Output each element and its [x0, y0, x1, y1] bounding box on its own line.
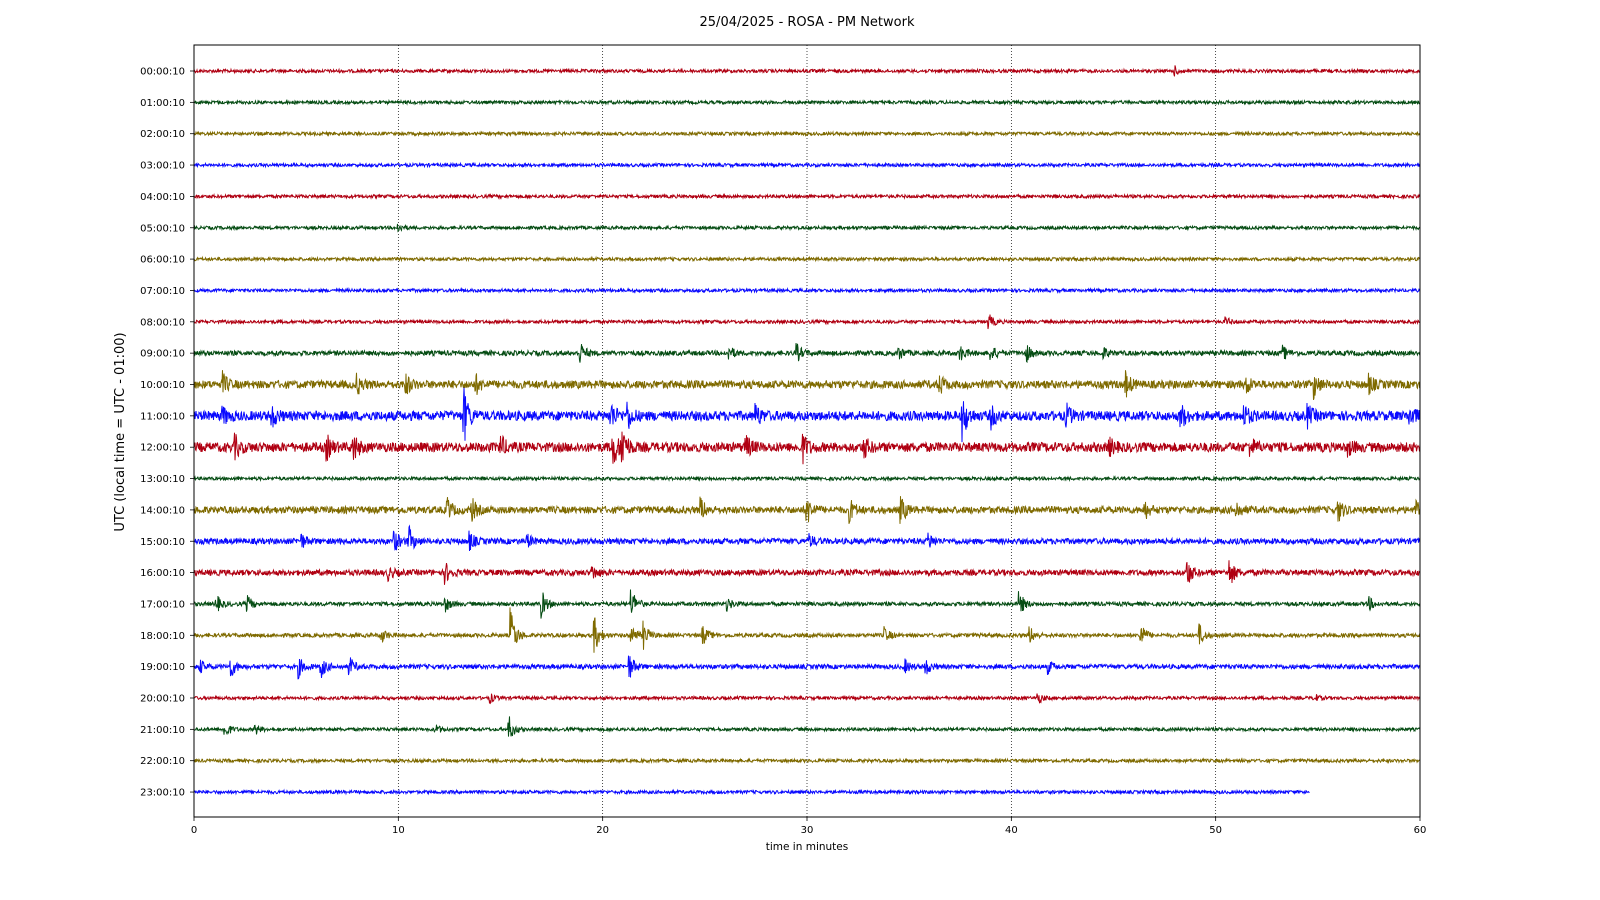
trace-210010 [193, 716, 1421, 737]
x-tick-label: 0 [191, 825, 197, 836]
y-tick-label: 01:00:10 [140, 98, 185, 109]
x-tick-labels: 0 10 20 30 40 50 60 [191, 817, 1427, 836]
trace-190010 [193, 655, 1420, 680]
x-tick-label: 40 [1005, 825, 1018, 836]
y-tick-label: 19:00:10 [140, 662, 185, 673]
y-tick-label: 05:00:10 [140, 223, 185, 234]
y-tick-label: 03:00:10 [140, 161, 185, 172]
chart-title: 25/04/2025 - ROSA - PM Network [699, 15, 915, 30]
y-tick-label: 13:00:10 [140, 474, 185, 485]
grid-lines [397, 45, 1217, 817]
y-tick-label: 09:00:10 [140, 349, 185, 360]
y-axis-label: UTC (local time = UTC - 01:00) [113, 332, 128, 531]
y-tick-label: 22:00:10 [140, 756, 185, 767]
trace-050010 [193, 223, 1421, 233]
trace-160010 [193, 560, 1421, 585]
trace-070010 [193, 286, 1421, 294]
y-tick-label: 15:00:10 [140, 537, 185, 548]
trace-170010 [193, 589, 1421, 619]
trace-010010 [193, 98, 1421, 106]
trace-100010 [193, 370, 1421, 401]
y-tick-label: 07:00:10 [140, 286, 185, 297]
y-tick-label: 02:00:10 [140, 129, 185, 140]
x-tick-label: 50 [1209, 825, 1222, 836]
plot-frame [193, 44, 1421, 818]
x-tick-label: 30 [801, 825, 814, 836]
y-tick-label: 17:00:10 [140, 599, 185, 610]
y-tick-label: 16:00:10 [140, 568, 185, 579]
trace-180010 [193, 607, 1421, 653]
x-tick-label: 60 [1414, 825, 1427, 836]
y-tick-label: 18:00:10 [140, 631, 185, 642]
trace-110010 [193, 387, 1421, 443]
trace-040010 [193, 192, 1421, 200]
trace-150010 [193, 524, 1421, 552]
trace-230010 [193, 788, 1310, 796]
trace-020010 [193, 130, 1421, 138]
trace-030010 [193, 161, 1421, 169]
trace-220010 [193, 757, 1421, 765]
y-tick-label: 12:00:10 [140, 443, 185, 454]
y-tick-label: 21:00:10 [140, 725, 185, 736]
trace-080010 [193, 314, 1421, 330]
y-tick-label: 06:00:10 [140, 255, 185, 266]
y-tick-label: 08:00:10 [140, 317, 185, 328]
y-tick-label: 14:00:10 [140, 505, 185, 516]
trace-000010 [193, 65, 1421, 77]
trace-120010 [193, 431, 1421, 465]
x-tick-label: 10 [392, 825, 405, 836]
y-tick-labels: 00:00:10 01:00:10 02:00:10 03:00:10 04:00:10… [140, 67, 194, 799]
x-axis-label: time in minutes [766, 841, 848, 853]
trace-090010 [193, 343, 1421, 364]
y-tick-label: 23:00:10 [140, 788, 185, 799]
y-tick-label: 11:00:10 [140, 411, 185, 422]
y-tick-label: 04:00:10 [140, 192, 185, 203]
trace-060010 [193, 255, 1421, 263]
trace-140010 [193, 496, 1421, 524]
y-tick-label: 20:00:10 [140, 694, 185, 705]
trace-200010 [193, 693, 1421, 705]
seismic-traces [193, 65, 1421, 796]
trace-130010 [193, 475, 1421, 483]
y-tick-label: 00:00:10 [140, 67, 185, 78]
x-tick-label: 20 [596, 825, 609, 836]
y-tick-label: 10:00:10 [140, 380, 185, 391]
